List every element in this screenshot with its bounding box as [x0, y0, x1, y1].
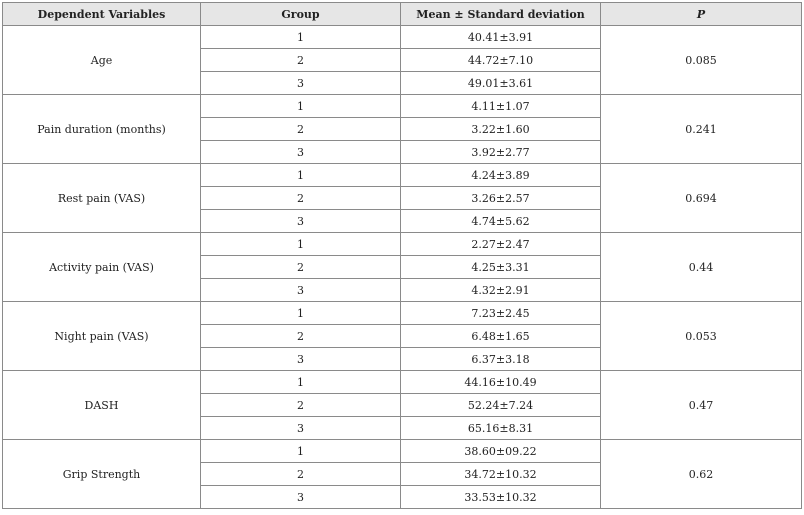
group-cell: 2 — [200, 255, 401, 279]
group-cell: 3 — [200, 140, 401, 164]
value-cell: 3.92±2.77 — [400, 140, 601, 164]
group-cell: 1 — [200, 94, 401, 118]
group-cell: 3 — [200, 347, 401, 371]
value-cell: 4.32±2.91 — [400, 278, 601, 302]
value-cell: 4.25±3.31 — [400, 255, 601, 279]
value-cell: 2.27±2.47 — [400, 232, 601, 256]
group-cell: 1 — [200, 25, 401, 49]
table-row: 2 52.24±7.24 — [3, 393, 802, 417]
value-cell: 6.48±1.65 — [400, 324, 601, 348]
value-cell: 52.24±7.24 — [400, 393, 601, 417]
group-cell: 1 — [200, 301, 401, 325]
table-row: 2 34.72±10.32 — [3, 462, 802, 486]
table-row: Activity pain (VAS) 1 2.27±2.47 0.44 — [2, 232, 802, 302]
table-row: 2 3.22±1.60 — [3, 117, 802, 141]
value-cell: 44.16±10.49 — [400, 370, 601, 394]
table-row: 3 65.16±8.31 — [3, 416, 802, 440]
value-cell: 3.26±2.57 — [400, 186, 601, 210]
table-row: 2 3.26±2.57 — [3, 186, 802, 210]
value-cell: 4.11±1.07 — [400, 94, 601, 118]
header-cell: Dependent Variables — [2, 2, 201, 26]
value-cell: 38.60±09.22 — [400, 439, 601, 463]
group-cell: 2 — [200, 186, 401, 210]
value-cell: 3.22±1.60 — [400, 117, 601, 141]
value-cell: 33.53±10.32 — [400, 485, 601, 509]
header-cell: P — [600, 2, 802, 26]
table-row: Age 1 40.41±3.91 0.085 — [2, 25, 802, 95]
p-cell: 0.47 — [600, 370, 802, 440]
group-cell: 2 — [200, 393, 401, 417]
variable-cell: DASH — [2, 370, 201, 440]
p-cell: 0.053 — [600, 301, 802, 371]
variable-cell: Night pain (VAS) — [2, 301, 201, 371]
table-row: 3 49.01±3.61 — [3, 71, 802, 95]
header-row: Dependent Variables Group Mean ± Standar… — [2, 2, 802, 26]
p-cell: 0.241 — [600, 94, 802, 164]
group-cell: 3 — [200, 485, 401, 509]
table-row: Rest pain (VAS) 1 4.24±3.89 0.694 — [2, 163, 802, 233]
value-cell: 34.72±10.32 — [400, 462, 601, 486]
table-row: Pain duration (months) 1 4.11±1.07 0.241 — [2, 94, 802, 164]
group-cell: 2 — [200, 324, 401, 348]
group-cell: 1 — [200, 370, 401, 394]
group-cell: 1 — [200, 163, 401, 187]
group-cell: 3 — [200, 209, 401, 233]
value-cell: 4.74±5.62 — [400, 209, 601, 233]
group-cell: 1 — [200, 232, 401, 256]
table-row: 2 6.48±1.65 — [3, 324, 802, 348]
table-row: 3 3.92±2.77 — [3, 140, 802, 164]
group-cell: 2 — [200, 117, 401, 141]
group-cell: 3 — [200, 71, 401, 95]
table-body: Age 1 40.41±3.91 0.085 2 44.72±7.10 3 49.01±3.6… — [2, 25, 802, 509]
header-cell: Group — [200, 2, 401, 26]
value-cell: 65.16±8.31 — [400, 416, 601, 440]
variable-cell: Activity pain (VAS) — [2, 232, 201, 302]
group-cell: 2 — [200, 48, 401, 72]
value-cell: 6.37±3.18 — [400, 347, 601, 371]
p-cell: 0.62 — [600, 439, 802, 509]
variable-cell: Grip Strength — [2, 439, 201, 509]
table-row: 3 6.37±3.18 — [3, 347, 802, 371]
group-cell: 3 — [200, 416, 401, 440]
header-cell: Mean ± Standard deviation — [400, 2, 601, 26]
table-row: Grip Strength 1 38.60±09.22 0.62 — [2, 439, 802, 509]
group-cell: 3 — [200, 278, 401, 302]
table-row: 3 33.53±10.32 — [3, 485, 802, 509]
table-row: DASH 1 44.16±10.49 0.47 — [2, 370, 802, 440]
p-cell: 0.694 — [600, 163, 802, 233]
value-cell: 40.41±3.91 — [400, 25, 601, 49]
group-cell: 2 — [200, 462, 401, 486]
value-cell: 7.23±2.45 — [400, 301, 601, 325]
value-cell: 4.24±3.89 — [400, 163, 601, 187]
variable-cell: Age — [2, 25, 201, 95]
table-row: 3 4.32±2.91 — [3, 278, 802, 302]
variable-cell: Pain duration (months) — [2, 94, 201, 164]
variable-cell: Rest pain (VAS) — [2, 163, 201, 233]
table-row: 3 4.74±5.62 — [3, 209, 802, 233]
p-cell: 0.44 — [600, 232, 802, 302]
p-cell: 0.085 — [600, 25, 802, 95]
table-row: Night pain (VAS) 1 7.23±2.45 0.053 — [2, 301, 802, 371]
group-cell: 1 — [200, 439, 401, 463]
value-cell: 44.72±7.10 — [400, 48, 601, 72]
results-table: Dependent Variables Group Mean ± Standar… — [2, 2, 802, 509]
value-cell: 49.01±3.61 — [400, 71, 601, 95]
